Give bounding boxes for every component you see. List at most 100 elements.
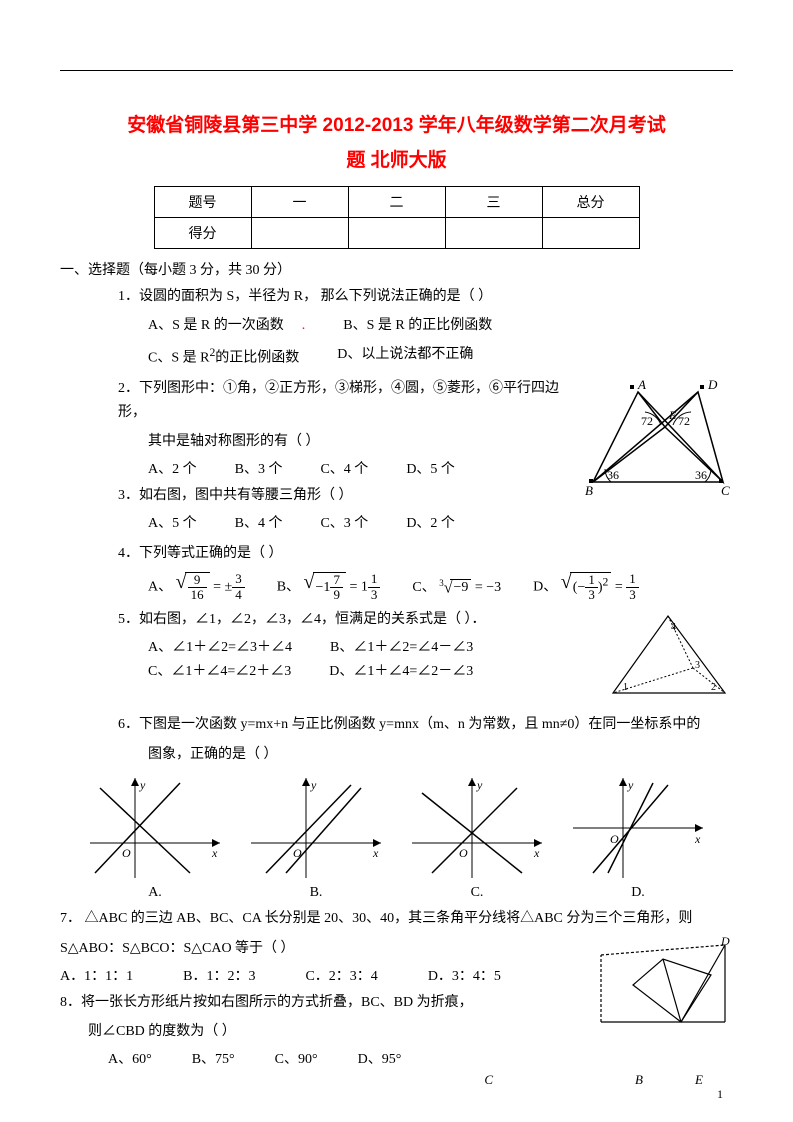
svg-text:x: x [533, 846, 540, 860]
title-line2: 题 北师大版 [60, 145, 733, 172]
svg-text:O: O [293, 846, 302, 860]
graph-label-a: A. [80, 885, 230, 901]
coordinate-graph-icon: y x O [241, 773, 391, 883]
page-number: 1 [717, 1087, 723, 1102]
cell: 总分 [542, 187, 639, 218]
question-7-l1: 7． △ABC 的三边 AB、BC、CA 长分别是 20、30、40，其三条角平… [60, 907, 733, 931]
question-1-options: A、S 是 R 的一次函数 . B、S 是 R 的正比例函数 C、S 是 R2的… [148, 313, 733, 371]
opt-c: C、4 个 [320, 458, 368, 478]
svg-text:y: y [310, 778, 317, 792]
question-1: 1．设圆的面积为 S，半径为 R， 那么下列说法正确的是（ ） [118, 285, 733, 309]
graph-b: y x O B. [241, 773, 391, 901]
svg-text:36: 36 [695, 468, 707, 482]
opt-b: B、 √−179 = 113 [277, 572, 381, 603]
svg-text:1: 1 [623, 682, 628, 693]
opt-c: C、90° [275, 1048, 318, 1068]
svg-text:O: O [122, 846, 131, 860]
section-1-header: 一、选择题（每小题 3 分，共 30 分） [60, 259, 733, 279]
opt-d: D、95° [358, 1048, 402, 1068]
q5-block: 1 2 3 4 5．如右图，∠1，∠2，∠3，∠4，恒满足的关系式是（ ）． A… [60, 608, 733, 707]
opt-a: A、5 个 [148, 512, 197, 532]
table-row: 得分 [154, 218, 639, 249]
q2-block: A D B C E 72 72 36 36 2．下列图形中：①角，②正方形，③梯… [60, 377, 733, 536]
cell: 三 [445, 187, 542, 218]
header-rule [60, 70, 733, 71]
opt-c-suffix: 的正比例函数 [215, 351, 299, 366]
label-c: C、 [412, 580, 435, 595]
table-row: 题号 一 二 三 总分 [154, 187, 639, 218]
svg-text:2: 2 [711, 682, 716, 693]
cell: 一 [251, 187, 348, 218]
svg-text:y: y [627, 778, 634, 792]
svg-text:O: O [459, 846, 468, 860]
opt-a: A、60° [108, 1048, 152, 1068]
opt-a: A、S 是 R 的一次函数 [148, 313, 284, 338]
coordinate-graph-icon: y x O [402, 773, 552, 883]
question-8-l2: 则∠CBD 的度数为（ ） [88, 1020, 733, 1044]
opt-d: D、 √(−13)2 = 13 [533, 572, 639, 603]
question-8-l1: 8．将一张长方形纸片按如右图所示的方式折叠，BC、BD 为折痕， [60, 991, 733, 1015]
cell [348, 218, 445, 249]
score-table: 题号 一 二 三 总分 得分 [154, 186, 640, 249]
question-4-options: A、 √916 = ±34 B、 √−179 = 113 C、 3√−9 = −… [148, 572, 733, 603]
cell [251, 218, 348, 249]
opt-a: A、2 个 [148, 458, 197, 478]
opt-c: C、∠1＋∠4=∠2＋∠3 [148, 660, 291, 680]
opt-d: D、以上说法都不正确 [337, 342, 473, 371]
cell: 二 [348, 187, 445, 218]
label-d: D、 [533, 579, 557, 594]
cell: 题号 [154, 187, 251, 218]
opt-c-prefix: C、S 是 R [148, 351, 209, 366]
cell [445, 218, 542, 249]
question-6-l1: 6．下图是一次函数 y=mx+n 与正比例函数 y=mnx（m、n 为常数，且 … [118, 713, 733, 737]
question-4: 4．下列等式正确的是（ ） [118, 542, 733, 566]
question-5: 5．如右图，∠1，∠2，∠3，∠4，恒满足的关系式是（ ）． [118, 608, 733, 632]
label-b: B、 [277, 579, 300, 594]
graph-label-b: B. [241, 885, 391, 901]
svg-text:x: x [372, 846, 379, 860]
graph-label-d: D. [563, 885, 713, 901]
svg-text:3: 3 [695, 660, 700, 671]
opt-a: A．1：1：1 [60, 965, 133, 985]
opt-c: C、S 是 R2的正比例函数 [148, 342, 299, 371]
accent-dot: . [302, 313, 306, 338]
opt-c: C、3 个 [320, 512, 368, 532]
opt-d: D．3：4：5 [428, 965, 501, 985]
opt-b: B、S 是 R 的正比例函数 [343, 313, 492, 338]
opt-b: B．1：2：3 [183, 965, 255, 985]
opt-c: C．2：3：4 [305, 965, 377, 985]
cell: 得分 [154, 218, 251, 249]
letter-e: E [695, 1072, 703, 1088]
q7-q8-block: D S△ABO：S△BCO：S△CAO 等于（ ） A．1：1：1 B．1：2：… [60, 937, 733, 1088]
letter-b: B [635, 1072, 643, 1088]
question-6-l2: 图象，正确的是（ ） [148, 743, 733, 767]
opt-c: C、 3√−9 = −3 [412, 576, 501, 597]
opt-d: D、2 个 [406, 512, 455, 532]
opt-b: B、75° [192, 1048, 235, 1068]
opt-b: B、4 个 [235, 512, 283, 532]
opt-d: D、∠1＋∠4=∠2－∠3 [329, 660, 473, 680]
exam-page: 安徽省铜陵县第三中学 2012-2013 学年八年级数学第二次月考试 题 北师大… [0, 0, 793, 1122]
question-2-l1: 2．下列图形中：①角，②正方形，③梯形，④圆，⑤菱形，⑥平行四边形， [118, 377, 733, 425]
opt-b: B、∠1＋∠2=∠4－∠3 [330, 636, 473, 656]
opt-b: B、3 个 [235, 458, 283, 478]
graph-d: y x O D. [563, 773, 713, 901]
opt-a: A、∠1＋∠2=∠3＋∠4 [148, 636, 292, 656]
letter-c: C [484, 1072, 493, 1088]
label-a: A、 [148, 579, 172, 594]
title-line1: 安徽省铜陵县第三中学 2012-2013 学年八年级数学第二次月考试 [60, 110, 733, 137]
coordinate-graph-icon: y x O [563, 773, 713, 883]
question-2-l2: 其中是轴对称图形的有（ ） [148, 430, 733, 454]
cell [542, 218, 639, 249]
graph-row: y x O A. y x O B. [80, 773, 713, 901]
svg-text:x: x [694, 832, 701, 846]
opt-d: D、5 个 [406, 458, 455, 478]
question-7-l2: S△ABO：S△BCO：S△CAO 等于（ ） [60, 937, 733, 961]
question-3: 3．如右图，图中共有等腰三角形（ ） [118, 484, 733, 508]
svg-text:y: y [476, 778, 483, 792]
opt-a: A、 √916 = ±34 [148, 572, 245, 603]
svg-text:y: y [139, 778, 146, 792]
svg-text:x: x [211, 846, 218, 860]
graph-label-c: C. [402, 885, 552, 901]
graph-c: y x O C. [402, 773, 552, 901]
